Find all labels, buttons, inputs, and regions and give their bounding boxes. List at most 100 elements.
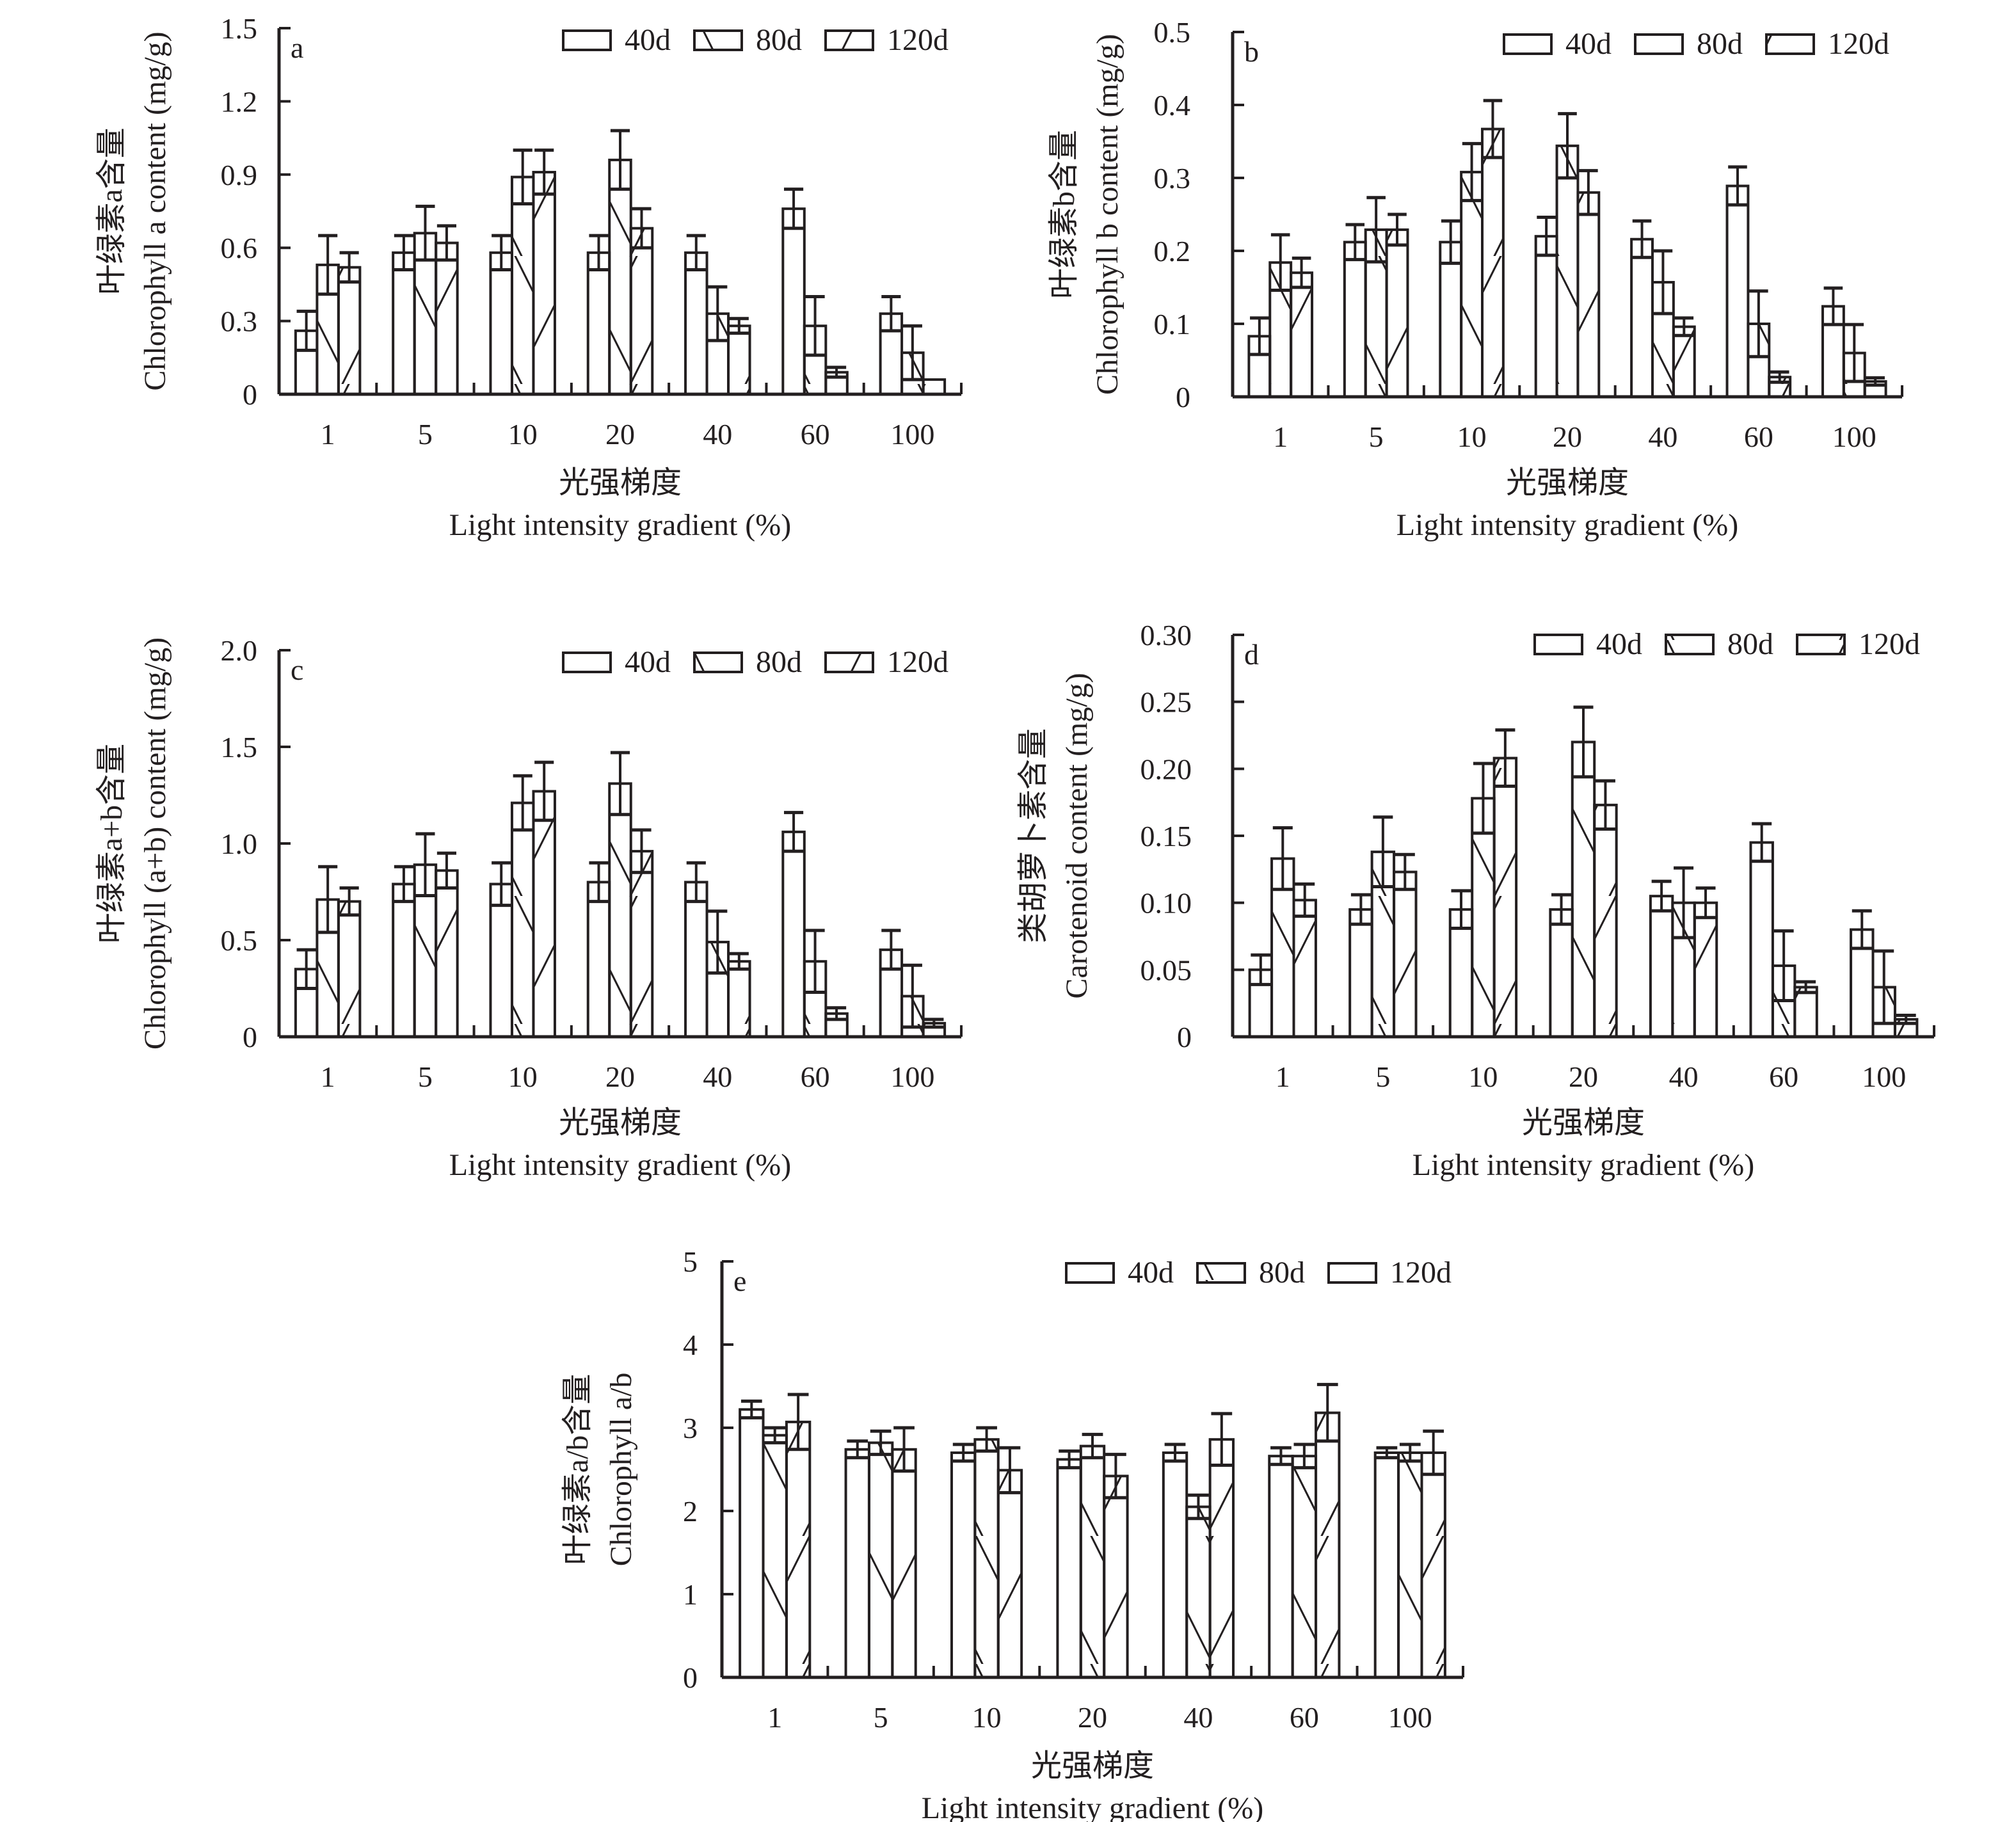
bar-b-80d-40	[1651, 281, 1675, 398]
x-tick-label-c: 10	[508, 1060, 538, 1093]
bar-b-120d-40	[1672, 325, 1696, 398]
x-tick-label-b: 5	[1369, 420, 1384, 453]
x-tick-label-a: 100	[890, 418, 934, 451]
x-tick-label-e: 60	[1290, 1701, 1319, 1734]
x-tick-label-b: 40	[1648, 420, 1677, 453]
y-tick-label-d: 0.05	[1140, 954, 1192, 986]
bar-b-80d-10	[1460, 170, 1484, 398]
x-tick-label-d: 40	[1669, 1060, 1699, 1093]
bar-d-120d-60	[1793, 986, 1818, 1038]
bar-c-40d-40	[684, 881, 708, 1039]
y-tick-label-b: 0.2	[1154, 235, 1191, 268]
legend-swatch-40d	[562, 651, 612, 673]
x-axis-title-en-a: Light intensity gradient (%)	[449, 508, 792, 542]
x-tick-label-a: 20	[605, 418, 635, 451]
bar-c-80d-10	[510, 801, 535, 1038]
legend-swatch-80d	[693, 29, 743, 51]
bar-e-40d-100	[1373, 1451, 1400, 1679]
bar-d-40d-40	[1649, 895, 1674, 1038]
bar-a-40d-20	[586, 251, 611, 396]
y-axis-title-en-d: Carotenoid content (mg/g)	[1060, 673, 1094, 998]
legend-label-80d: 80d	[1727, 627, 1773, 661]
bar-e-40d-40	[1162, 1451, 1188, 1679]
bar-a-40d-60	[781, 207, 806, 396]
legend-label-40d: 40d	[1128, 1256, 1174, 1290]
bar-a-120d-1	[337, 266, 362, 396]
chart-panel-b: 0 0.1 0.2 0.3 0.4 0.5 1 5 10 20 40 60 100 b 40d 80d 120d…	[1047, 16, 1903, 542]
x-axis-title-en-c: Light intensity gradient (%)	[449, 1148, 792, 1182]
y-tick-label-b: 0.5	[1154, 16, 1191, 49]
bar-e-40d-5	[844, 1448, 870, 1679]
bar-c-120d-5	[435, 869, 459, 1039]
legend-b: 40d 80d 120d	[1503, 27, 1889, 61]
bar-c-80d-20	[608, 782, 632, 1038]
bar-c-120d-40	[727, 960, 751, 1038]
x-tick-label-e: 40	[1183, 1701, 1213, 1734]
y-axis-title-cn-b: 叶绿素b含量	[1047, 130, 1081, 299]
y-axis-title-cn-a: 叶绿素a含量	[95, 127, 129, 294]
y-tick-label-e: 2	[683, 1495, 698, 1528]
y-tick-label-d: 0.10	[1140, 887, 1192, 920]
y-axis-title-en-c: Chlorophyll (a+b) content (mg/g)	[138, 637, 172, 1050]
x-axis-title-cn-b: 光强梯度	[1506, 466, 1629, 500]
legend-label-80d: 80d	[756, 645, 802, 679]
legend-c: 40d 80d 120d	[562, 645, 948, 679]
legend-label-120d: 120d	[1859, 627, 1920, 661]
x-tick-label-c: 1	[321, 1060, 335, 1093]
legend-swatch-120d	[824, 651, 874, 673]
legend-label-40d: 40d	[625, 645, 671, 679]
y-tick-label-c: 2.0	[221, 634, 258, 667]
bar-e-40d-10	[950, 1451, 977, 1679]
legend-label-120d: 120d	[887, 645, 948, 679]
legend-a: 40d 80d 120d	[562, 23, 948, 57]
y-tick-label-a: 0.9	[221, 159, 258, 191]
x-tick-label-e: 10	[972, 1701, 1002, 1734]
y-tick-label-d: 0.15	[1140, 820, 1192, 852]
x-tick-label-b: 10	[1457, 420, 1487, 453]
x-tick-label-c: 20	[605, 1060, 635, 1093]
legend-swatch-120d	[1765, 33, 1815, 55]
legend-label-80d: 80d	[756, 23, 802, 57]
x-tick-label-e: 5	[874, 1701, 888, 1734]
x-tick-label-d: 20	[1569, 1060, 1598, 1093]
y-axis-title-cn-d: 类胡萝卜素含量	[1016, 728, 1050, 943]
x-tick-label-d: 1	[1276, 1060, 1290, 1093]
y-tick-label-c: 0.5	[221, 924, 258, 957]
x-tick-label-a: 60	[801, 418, 830, 451]
bar-c-40d-10	[489, 883, 513, 1039]
x-tick-label-a: 40	[703, 418, 732, 451]
x-tick-label-b: 100	[1832, 420, 1876, 453]
legend-label-120d: 120d	[887, 23, 948, 57]
panel-label-e: e	[733, 1265, 746, 1297]
x-tick-label-b: 60	[1744, 420, 1773, 453]
bar-b-80d-20	[1555, 144, 1580, 398]
bar-e-120d-100	[1420, 1451, 1446, 1679]
bar-e-120d-20	[1103, 1474, 1129, 1679]
bar-b-40d-5	[1343, 241, 1367, 398]
y-tick-label-b: 0	[1176, 381, 1190, 413]
bar-e-40d-1	[739, 1408, 765, 1679]
y-tick-label-c: 1.5	[221, 731, 258, 763]
bar-c-120d-20	[629, 850, 654, 1038]
bar-c-120d-1	[337, 900, 362, 1038]
x-tick-label-e: 100	[1388, 1701, 1432, 1734]
bar-b-40d-20	[1534, 235, 1558, 399]
bar-d-80d-20	[1571, 740, 1596, 1038]
x-axis-title-en-e: Light intensity gradient (%)	[922, 1791, 1264, 1822]
panel-label-d: d	[1244, 638, 1259, 671]
bar-c-40d-20	[586, 881, 611, 1039]
y-tick-label-a: 0.6	[221, 232, 258, 264]
panel-label-a: a	[291, 31, 303, 64]
x-tick-label-c: 100	[890, 1060, 934, 1093]
y-tick-label-c: 1.0	[221, 827, 258, 860]
x-axis-title-cn-c: 光强梯度	[559, 1106, 682, 1140]
y-axis-title-en-b: Chlorophyll b content (mg/g)	[1091, 34, 1124, 395]
bar-a-40d-5	[392, 251, 416, 396]
bar-e-120d-1	[785, 1420, 812, 1679]
bar-e-40d-60	[1268, 1455, 1294, 1679]
y-tick-label-b: 0.4	[1154, 89, 1191, 122]
legend-label-120d: 120d	[1390, 1256, 1452, 1290]
y-tick-label-e: 1	[683, 1578, 698, 1611]
y-tick-label-a: 1.5	[221, 12, 258, 45]
bar-e-120d-10	[996, 1469, 1023, 1679]
